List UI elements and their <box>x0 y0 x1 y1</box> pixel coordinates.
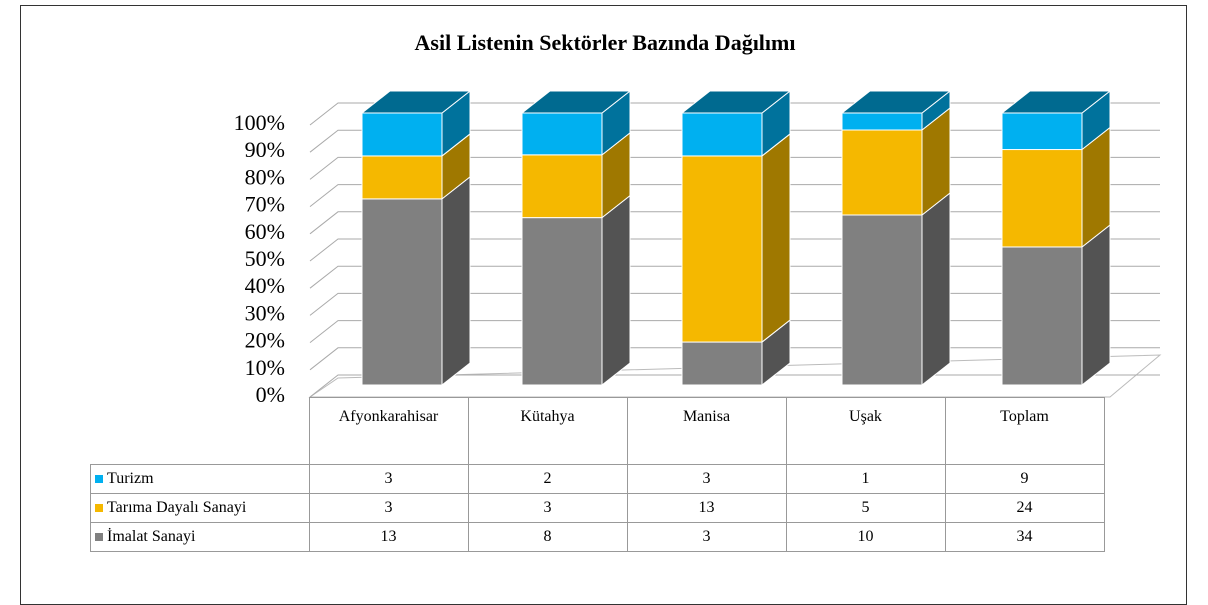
y-tick-label: 80% <box>245 164 285 189</box>
category-label: Uşak <box>785 397 946 465</box>
value-cell: 3 <box>308 493 469 523</box>
bar <box>361 198 443 386</box>
y-tick-label: 0% <box>256 382 285 407</box>
value-cell: 3 <box>308 464 469 494</box>
series-row: İmalat Sanayi 13 8 3 10 34 <box>90 522 1105 552</box>
legend-entry: Tarıma Dayalı Sanayi <box>90 493 310 523</box>
value-cell: 13 <box>626 493 787 523</box>
data-table: Afyonkarahisar Kütahya Manisa Uşak Toplam Tur… <box>90 397 1105 552</box>
series-name: Turizm <box>107 470 154 487</box>
value-cell: 3 <box>467 493 628 523</box>
legend-key <box>95 475 103 483</box>
legend-entry: Turizm <box>90 464 310 494</box>
bar <box>681 341 763 386</box>
category-label: Afyonkarahisar <box>308 397 469 465</box>
value-cell: 3 <box>626 522 787 552</box>
bar <box>841 112 923 131</box>
y-tick-label: 40% <box>245 273 285 298</box>
category-label: Toplam <box>944 397 1105 465</box>
legend-key <box>95 533 103 541</box>
bar <box>841 129 923 216</box>
series-name: Tarıma Dayalı Sanayi <box>107 499 247 516</box>
bar <box>1001 112 1083 151</box>
bar <box>521 154 603 219</box>
series-row: Tarıma Dayalı Sanayi 3 3 13 5 24 <box>90 493 1105 523</box>
y-tick-label: 20% <box>245 328 285 353</box>
y-tick-label: 100% <box>234 110 285 135</box>
value-cell: 3 <box>626 464 787 494</box>
category-label: Manisa <box>626 397 787 465</box>
value-cell: 5 <box>785 493 946 523</box>
header-row: Afyonkarahisar Kütahya Manisa Uşak Toplam <box>91 397 1105 465</box>
bar <box>681 112 763 157</box>
value-cell: 10 <box>785 522 946 552</box>
bar-side <box>921 191 951 387</box>
corner <box>91 398 310 465</box>
bar <box>841 214 923 386</box>
bar-side <box>601 194 631 387</box>
y-tick-label: 10% <box>245 355 285 380</box>
bar <box>521 217 603 386</box>
y-tick-label: 60% <box>245 219 285 244</box>
bar <box>361 112 443 157</box>
y-tick-label: 30% <box>245 300 285 325</box>
value-cell: 2 <box>467 464 628 494</box>
bar <box>521 112 603 156</box>
value-cell: 9 <box>944 464 1105 494</box>
bar-side <box>441 175 471 387</box>
bar <box>1001 149 1083 248</box>
y-tick-label: 70% <box>245 192 285 217</box>
legend-key <box>95 504 103 512</box>
value-cell: 8 <box>467 522 628 552</box>
legend-entry: İmalat Sanayi <box>90 522 310 552</box>
bar <box>681 155 763 343</box>
value-cell: 24 <box>944 493 1105 523</box>
series-row: Turizm 3 2 3 1 9 <box>90 464 1105 494</box>
y-tick-label: 50% <box>245 246 285 271</box>
chart-title: Asil Listenin Sektörler Bazında Dağılımı <box>415 30 796 55</box>
value-cell: 1 <box>785 464 946 494</box>
value-cell: 13 <box>308 522 469 552</box>
bar-side <box>761 132 791 344</box>
bar-side <box>1081 223 1111 387</box>
series-name: İmalat Sanayi <box>107 528 196 545</box>
bar <box>1001 246 1083 386</box>
value-cell: 34 <box>944 522 1105 552</box>
y-tick-label: 90% <box>245 137 285 162</box>
bar <box>361 155 443 200</box>
category-label: Kütahya <box>467 397 628 465</box>
